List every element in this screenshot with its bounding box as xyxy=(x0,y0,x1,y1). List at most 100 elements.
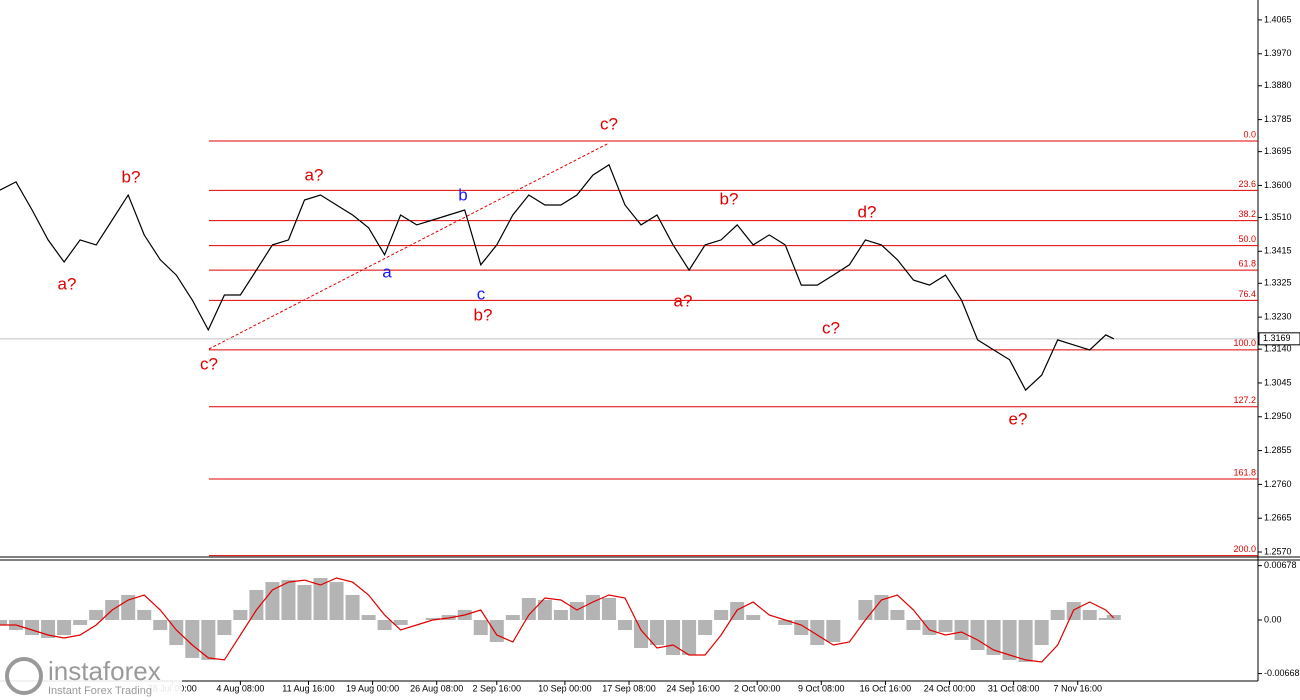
histogram-bar xyxy=(1082,609,1097,620)
fib-label: 76.4 xyxy=(1238,289,1256,299)
histogram-bar xyxy=(153,620,168,631)
histogram-bar xyxy=(489,620,504,642)
histogram-bar xyxy=(473,620,488,635)
fib-label: 0.0 xyxy=(1243,129,1256,139)
histogram-bar xyxy=(121,594,136,620)
histogram-bar xyxy=(377,620,392,631)
x-tick-label: 11 Aug 16:00 xyxy=(282,683,334,693)
x-tick-label: 24 Oct 00:00 xyxy=(924,683,976,693)
y-tick-label: 1.3880 xyxy=(1264,80,1292,90)
histogram-bar xyxy=(970,620,985,650)
y-tick-label: 1.2950 xyxy=(1264,411,1292,421)
y-tick-label: 1.2760 xyxy=(1264,479,1292,489)
histogram-bar xyxy=(874,594,889,620)
wave-label: a? xyxy=(58,274,77,293)
histogram-bar xyxy=(617,620,632,631)
y-tick-label: 1.3325 xyxy=(1264,278,1292,288)
y-tick-label: -0.00668 xyxy=(1264,668,1300,678)
current-price-label: 1.3169 xyxy=(1263,333,1291,343)
histogram-bar xyxy=(505,615,520,620)
fib-label: 23.6 xyxy=(1238,179,1256,189)
y-tick-label: 0.00678 xyxy=(1264,560,1297,570)
histogram-bar xyxy=(137,609,152,620)
histogram-bar xyxy=(361,615,376,620)
wave-label: a? xyxy=(305,165,324,184)
histogram-bar xyxy=(682,620,697,655)
price-line xyxy=(0,163,1115,392)
histogram-bar xyxy=(650,620,665,646)
x-tick-label: 2 Oct 00:00 xyxy=(734,683,781,693)
fib-label: 38.2 xyxy=(1238,209,1256,219)
histogram-bar xyxy=(746,615,761,620)
histogram-bar xyxy=(185,620,200,658)
histogram-bar xyxy=(890,609,905,620)
logo-tagline: Instant Forex Trading xyxy=(48,685,152,697)
y-tick-label: 1.3600 xyxy=(1264,180,1292,190)
wave-label: b xyxy=(458,185,467,204)
y-tick-label: 1.3785 xyxy=(1264,114,1292,124)
wave-label: c? xyxy=(200,354,218,373)
histogram-bar xyxy=(297,585,312,620)
x-tick-label: 16 Oct 16:00 xyxy=(860,683,912,693)
histogram-bar xyxy=(938,620,953,633)
histogram-bar xyxy=(922,620,937,635)
x-tick-label: 2 Sep 16:00 xyxy=(473,683,522,693)
fib-label: 127.2 xyxy=(1233,395,1256,405)
histogram-bar xyxy=(393,620,408,625)
x-tick-label: 24 Sep 16:00 xyxy=(666,683,720,693)
histogram-bar xyxy=(537,600,552,620)
y-tick-label: 1.3415 xyxy=(1264,246,1292,256)
histogram-bar xyxy=(698,620,713,635)
histogram-bar xyxy=(954,620,969,640)
histogram-bar xyxy=(906,620,921,631)
x-tick-label: 9 Oct 08:00 xyxy=(798,683,845,693)
histogram-bar xyxy=(1034,620,1049,646)
y-tick-label: 1.3140 xyxy=(1264,344,1292,354)
x-tick-label: 19 Aug 00:00 xyxy=(346,683,399,693)
histogram-bar xyxy=(569,602,584,620)
x-tick-label: 10 Sep 00:00 xyxy=(538,683,592,693)
x-tick-label: 26 Aug 08:00 xyxy=(410,683,463,693)
histogram-bar xyxy=(601,598,616,620)
signal-line xyxy=(0,577,1115,663)
fib-label: 161.8 xyxy=(1233,467,1256,477)
histogram-bar xyxy=(425,617,440,620)
x-tick-label: 17 Sep 08:00 xyxy=(602,683,656,693)
histogram-bar xyxy=(281,580,296,620)
y-tick-label: 1.3510 xyxy=(1264,212,1292,222)
histogram-bar xyxy=(0,620,7,625)
current-price-box xyxy=(1258,332,1300,346)
histogram-bar xyxy=(25,620,40,635)
wave-label: a? xyxy=(674,291,693,310)
x-tick-label: 7 Nov 16:00 xyxy=(1053,683,1102,693)
x-tick-label: 31 Oct 08:00 xyxy=(988,683,1040,693)
histogram-bar xyxy=(858,600,873,620)
histogram-bar xyxy=(89,609,104,620)
histogram-bar xyxy=(249,590,264,620)
y-tick-label: 1.3045 xyxy=(1264,377,1292,387)
logo-name: instaforex xyxy=(48,656,161,686)
histogram-bar xyxy=(57,620,72,635)
wave-label: d? xyxy=(858,202,877,221)
y-tick-label: 1.2855 xyxy=(1264,445,1292,455)
logo-icon xyxy=(5,657,43,695)
wave-label: c xyxy=(477,284,486,303)
histogram-bar xyxy=(233,609,248,620)
histogram-bar xyxy=(585,594,600,620)
y-tick-label: 1.3970 xyxy=(1264,48,1292,58)
y-tick-label: 0.00 xyxy=(1264,614,1282,624)
wave-label: b? xyxy=(720,189,739,208)
x-tick-label: 4 Aug 08:00 xyxy=(216,683,264,693)
histogram-bar xyxy=(217,620,232,635)
fib-label: 50.0 xyxy=(1238,234,1256,244)
wave-label: a xyxy=(382,262,392,281)
y-tick-label: 1.3695 xyxy=(1264,146,1292,156)
histogram-bar xyxy=(1002,620,1017,660)
histogram-bar xyxy=(778,620,793,625)
histogram-bar xyxy=(810,620,825,646)
histogram-bar xyxy=(634,620,649,648)
wave-label: c? xyxy=(822,318,840,337)
histogram-bar xyxy=(329,582,344,620)
histogram-bar xyxy=(345,594,360,620)
histogram-bar xyxy=(201,620,216,660)
